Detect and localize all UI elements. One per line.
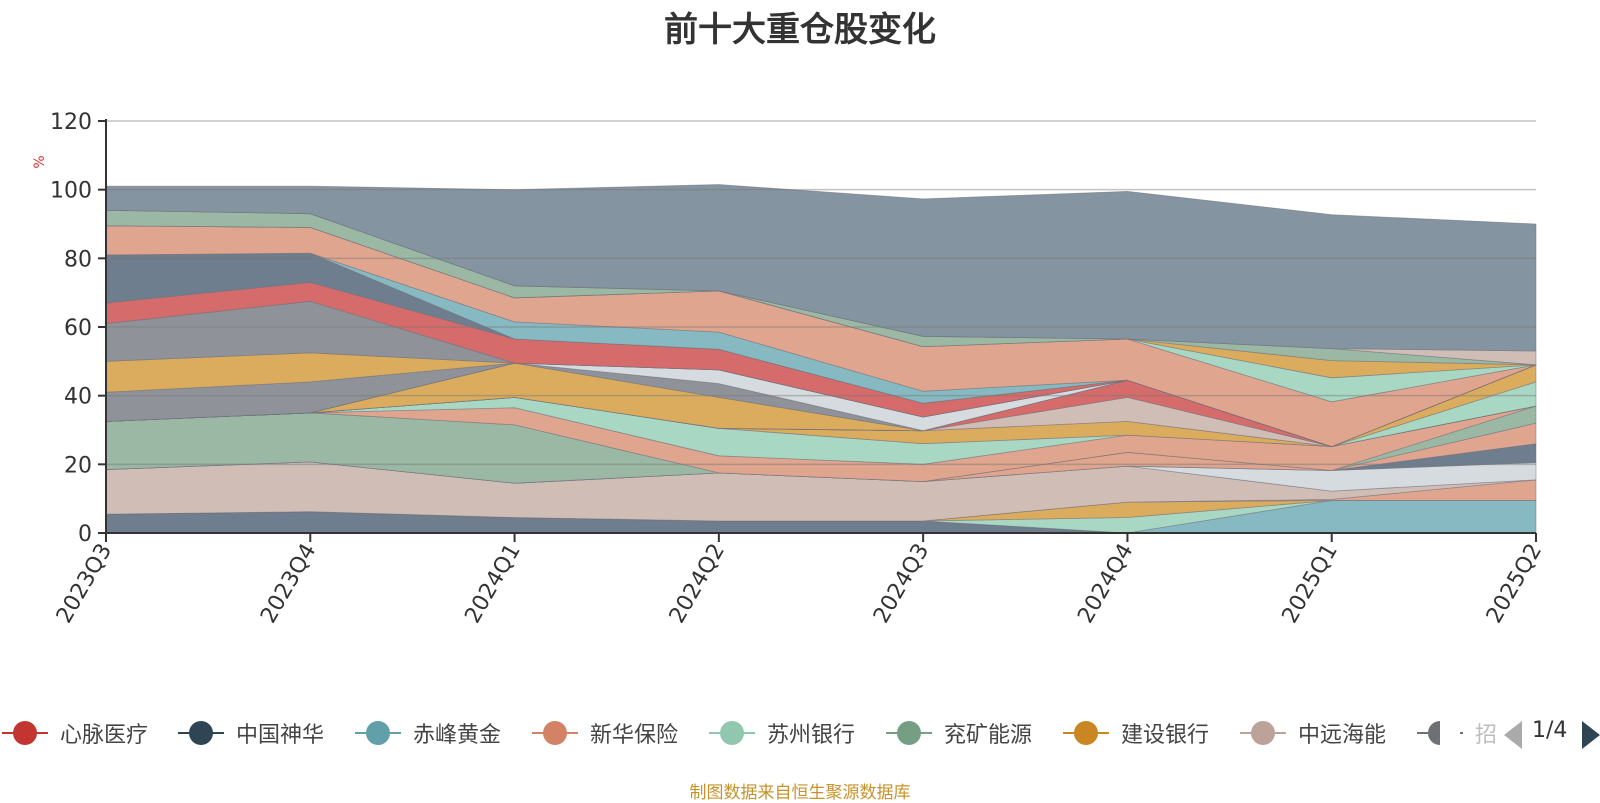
x-tick-label: 2024Q2 (665, 540, 730, 628)
pager-prev-icon[interactable] (1504, 721, 1522, 749)
chart-title: 前十大重仓股变化 (664, 10, 936, 50)
x-tick-label: 2025Q2 (1482, 540, 1547, 628)
pager-next-icon[interactable] (1582, 721, 1600, 749)
y-tick-label: 40 (64, 385, 92, 410)
area-series-32 (105, 184, 1537, 352)
legend-item-ccb[interactable]: 建设银行 (1063, 716, 1209, 750)
legend-label: 招 (1475, 723, 1498, 748)
legend-line-dot-icon (1063, 718, 1109, 748)
x-tick-label: 2023Q3 (52, 540, 117, 628)
legend-line-dot-icon (2, 718, 48, 748)
legend-label: 新华保险 (590, 723, 679, 748)
legend-label: 赤峰黄金 (413, 723, 502, 748)
legend-line-dot-icon (355, 718, 401, 748)
legend-item-coscoenergy[interactable]: 中远海能 (1240, 716, 1386, 750)
legend-label: 苏州银行 (767, 723, 856, 748)
legend-item-xinhua[interactable]: 新华保险 (532, 716, 678, 750)
y-tick-label: 60 (64, 316, 92, 341)
x-tick-label: 2024Q1 (460, 540, 525, 628)
legend-item-xinmai[interactable]: 心脉医疗 (2, 716, 148, 750)
legend-label: 心脉医疗 (60, 723, 149, 748)
y-tick-label: 20 (64, 453, 92, 478)
legend-item-suzhou[interactable]: 苏州银行 (709, 716, 855, 750)
legend-line-dot-icon (532, 718, 578, 748)
legend-line-dot-icon (709, 718, 755, 748)
legend-label: 兖矿能源 (944, 723, 1033, 748)
legend-pager: 1/4 (1490, 716, 1600, 750)
legend-item-chifeng[interactable]: 赤峰黄金 (355, 716, 501, 750)
y-axis-unit: % (32, 155, 48, 168)
legend-line-dot-icon (886, 718, 932, 748)
legend-item-yankuang[interactable]: 兖矿能源 (886, 716, 1032, 750)
chart-legend: 心脉医疗 中国神华 赤峰黄金 新华保险 苏州银行 兖矿能源 建设银行 中远海能 … (0, 716, 1600, 756)
legend-line-dot-icon (178, 718, 224, 748)
footer-source: 制图数据来自恒生聚源数据库 (689, 783, 911, 803)
y-tick-label: 0 (78, 522, 92, 547)
x-tick-label: 2024Q4 (1073, 540, 1138, 628)
x-tick-label: 2024Q3 (869, 540, 934, 628)
y-tick-label: 80 (64, 247, 92, 272)
y-tick-label: 120 (50, 110, 92, 135)
x-tick-label: 2025Q1 (1278, 540, 1343, 628)
y-tick-label: 100 (50, 179, 92, 204)
legend-label: 中远海能 (1298, 723, 1387, 748)
legend-label: 建设银行 (1121, 723, 1210, 748)
pager-text: 1/4 (1532, 718, 1568, 743)
x-tick-label: 2023Q4 (256, 540, 321, 628)
legend-label: 中国神华 (236, 723, 325, 748)
legend-item-shenhua[interactable]: 中国神华 (178, 716, 324, 750)
legend-line-dot-icon (1240, 718, 1286, 748)
legend-clip (1440, 716, 1460, 756)
